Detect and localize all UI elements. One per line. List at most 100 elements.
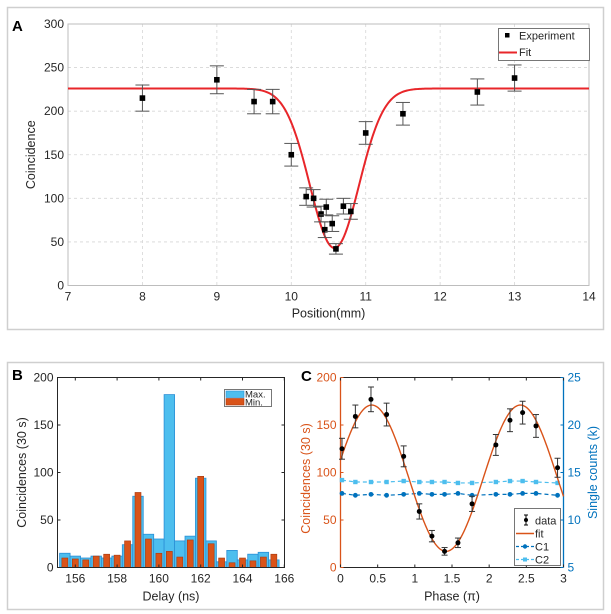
c-data-marker (555, 465, 561, 471)
c-series-c1-marker (520, 491, 526, 496)
panel-b-chart: 156 158 160 162 164 166 0 50 100 150 200 Delay (ns)… (15, 371, 295, 604)
c-data-point (441, 547, 448, 556)
c-legend-c2-label: C2 (535, 555, 549, 567)
c-series-c1-marker (368, 491, 374, 497)
b-bar-min (270, 553, 278, 568)
b-bar-min (82, 559, 90, 568)
c-data-marker (507, 417, 513, 423)
c-legend-c2-marker (523, 557, 527, 562)
a-point-marker (139, 95, 146, 101)
c-data-marker (384, 412, 390, 418)
c-series-c1-marker (384, 492, 389, 498)
c-series-c1-marker (555, 492, 560, 498)
a-point-marker (321, 226, 328, 233)
c-ytick-label-right: 10 (568, 513, 582, 527)
a-point-marker (474, 89, 481, 95)
c-fit-line (339, 404, 565, 553)
a-ytick-label: 250 (44, 61, 64, 75)
c-data-point (469, 495, 476, 512)
b-bar-min (124, 540, 131, 568)
c-xtick-label: 3 (560, 572, 567, 586)
a-experiment-point (319, 198, 334, 216)
b-legend-min-icon (225, 398, 245, 406)
c-data-marker (368, 396, 374, 402)
panel-bc-frame (6, 361, 605, 611)
c-series-c2-marker (339, 477, 345, 483)
c-data-point (554, 457, 561, 478)
c-legend-fit-label: fit (535, 529, 544, 541)
a-xtick-label: 9 (214, 290, 221, 304)
b-bar-min (176, 556, 184, 568)
c-series-c2-marker (493, 479, 499, 485)
a-ytick-label: 50 (51, 235, 65, 249)
b-ytick-label: 0 (47, 561, 54, 575)
b-legend-max-label: Max. (245, 390, 266, 401)
b-ytick-label: 50 (40, 513, 54, 527)
b-legend-max-icon (225, 390, 245, 398)
c-ytick-label-left: 50 (323, 513, 337, 527)
a-ytick-label: 300 (44, 17, 64, 31)
c-data-marker (352, 413, 358, 419)
a-experiment-point (265, 88, 280, 115)
c-series-c1-marker (429, 491, 435, 497)
a-xtick-label: 8 (139, 290, 146, 304)
a-experiment-point (209, 65, 224, 95)
c-series-c2-marker (442, 479, 447, 485)
c-xtick-label: 1.5 (444, 572, 461, 586)
b-bar-min (228, 562, 236, 568)
c-data-point (519, 400, 526, 425)
c-series-c2-line (341, 479, 558, 484)
c-ylabel-left: Coincidences (30 s) (299, 423, 313, 533)
a-xtick-label: 11 (359, 290, 372, 304)
c-ylabel-right: Single counts (k) (586, 426, 600, 519)
c-xtick-label: 0 (337, 572, 344, 586)
c-ytick-label-left: 150 (316, 418, 336, 432)
c-xtick-label: 2 (486, 572, 493, 586)
c-data-point (532, 414, 539, 438)
a-point-marker (400, 110, 406, 117)
b-bar-min (260, 556, 267, 568)
c-series-c2-marker (507, 478, 513, 484)
c-ytick-label-right: 5 (568, 561, 575, 575)
a-point-marker (511, 75, 518, 81)
a-point-marker (318, 211, 324, 217)
a-ytick-label: 0 (57, 279, 64, 293)
c-legend-c1-label: C1 (535, 542, 549, 554)
a-point-marker (333, 246, 339, 252)
b-bar-min (145, 538, 152, 568)
b-bar-min (186, 539, 194, 568)
a-experiment-point (325, 215, 340, 232)
c-data-marker (429, 533, 435, 539)
a-experiment-point (395, 101, 410, 126)
c-data-point (367, 386, 374, 413)
c-xtick-label: 1 (411, 572, 418, 586)
b-bar-min (218, 557, 225, 568)
c-data-point (492, 434, 499, 456)
c-data-marker (469, 501, 475, 507)
a-experiment-point (470, 78, 485, 106)
a-point-marker (303, 193, 309, 200)
a-experiment-point (306, 189, 321, 208)
c-series-c1-marker (455, 491, 461, 496)
a-legend-experiment-icon (505, 33, 510, 38)
a-legend-fit-label: Fit (519, 47, 531, 59)
b-bar-min (166, 551, 173, 568)
a-experiment-point (135, 84, 150, 112)
c-series-c1-marker (339, 491, 345, 496)
a-xtick-label: 14 (582, 290, 596, 304)
c-data-marker (520, 410, 526, 416)
b-legend-min-label: Min. (245, 398, 263, 409)
a-experiment-point (247, 88, 262, 115)
a-fit-line (68, 87, 589, 249)
a-legend: Experiment Fit (498, 28, 590, 61)
a-xtick-label: 13 (508, 290, 522, 304)
b-legend: Max.Min. (224, 389, 272, 409)
b-xtick-label: 158 (107, 572, 127, 586)
b-xtick-label: 166 (274, 572, 294, 586)
a-point-marker (310, 195, 317, 202)
a-point-marker (362, 130, 369, 136)
a-xlabel: Position(mm) (292, 307, 366, 321)
a-experiment-point (284, 142, 299, 167)
c-data-point (416, 503, 423, 520)
